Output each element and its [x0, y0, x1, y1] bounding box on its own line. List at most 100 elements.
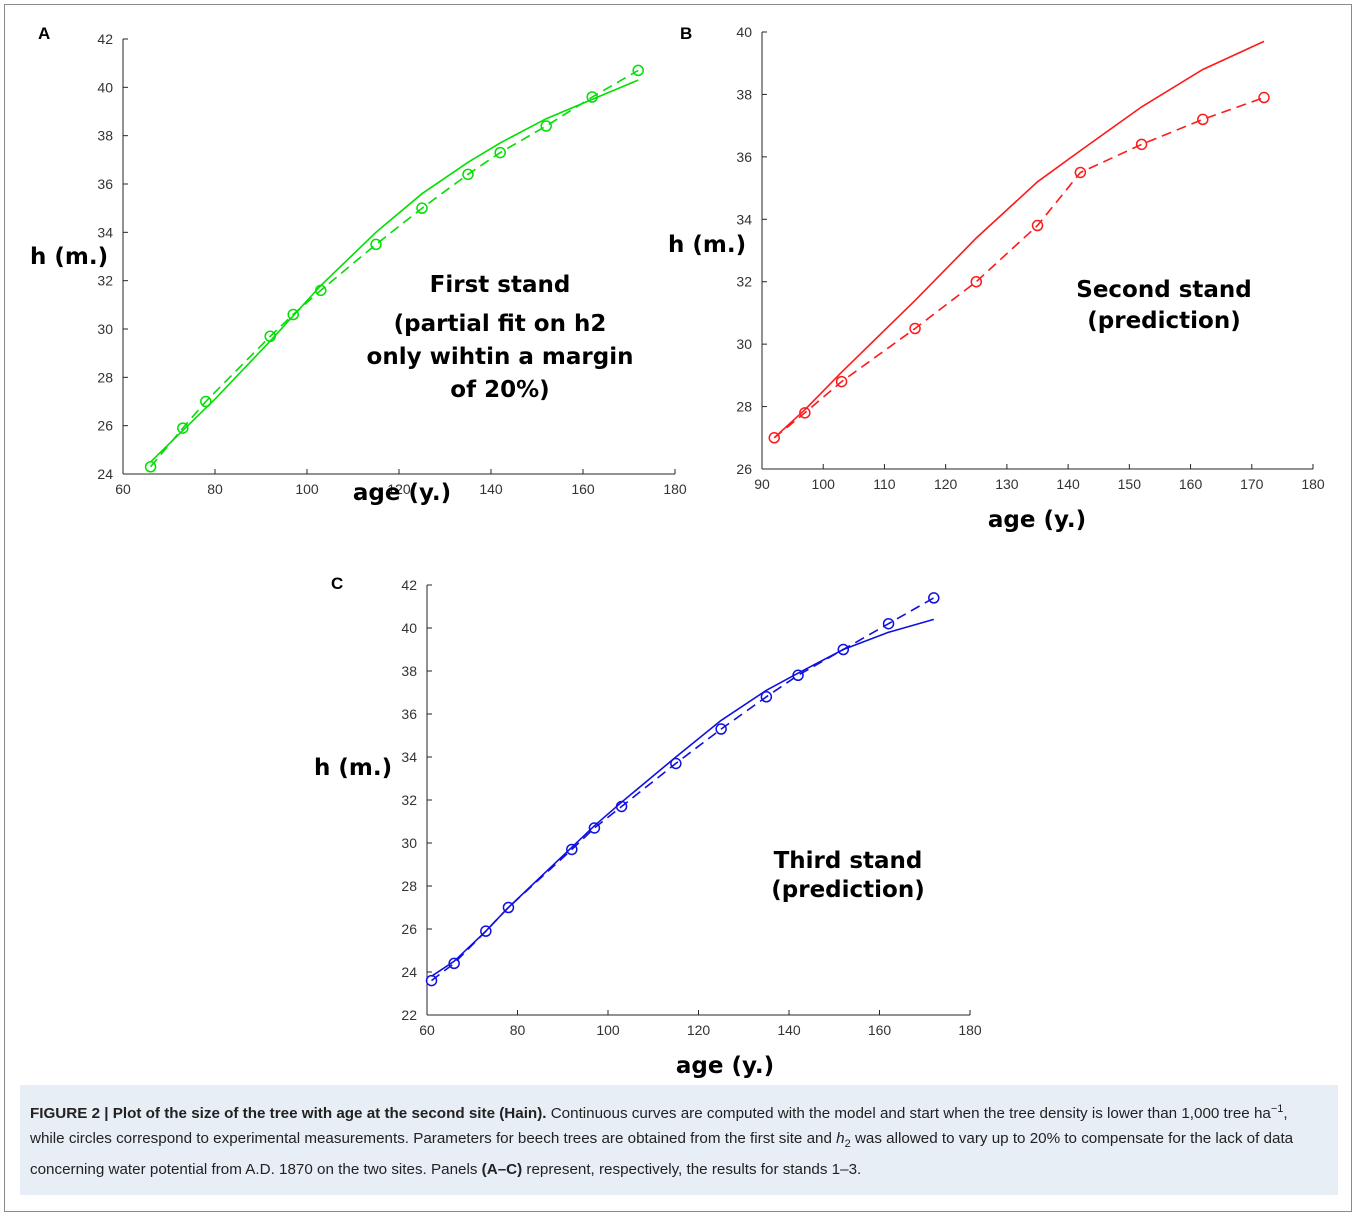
x-tick-label: 60 — [419, 1022, 435, 1038]
x-tick-label: 170 — [1240, 476, 1264, 492]
measured-dashed-line — [773, 96, 1265, 439]
x-tick-label: 180 — [958, 1022, 982, 1038]
y-tick-label: 40 — [97, 79, 113, 95]
y-tick-label: 40 — [736, 24, 752, 40]
y-axis-label: h (m.) — [668, 232, 746, 258]
x-tick-label: 150 — [1118, 476, 1142, 492]
data-point-marker — [264, 330, 276, 342]
chart-panel-a: 60 80 100 120 140 160 180 24 26 28 30 32 34 36 38 40 42 A… — [30, 24, 687, 506]
x-tick-label: 110 — [873, 476, 896, 492]
stand-annotation-line: (partial fit on h2 — [394, 311, 607, 337]
stand-annotation-line: (prediction) — [1087, 308, 1240, 334]
x-tick-label: 60 — [115, 481, 131, 497]
x-tick-label: 180 — [1301, 476, 1325, 492]
y-tick-label: 34 — [97, 224, 113, 240]
data-point-marker — [1258, 91, 1270, 104]
caption-text-3: was allowed to vary up to 20% to compens… — [30, 1130, 1294, 1179]
x-tick-label: 120 — [387, 481, 411, 497]
data-point-marker — [632, 64, 644, 77]
x-tick-label: 180 — [663, 481, 687, 497]
x-tick-label: 160 — [1179, 476, 1203, 492]
y-tick-label: 30 — [736, 336, 752, 352]
x-axis-label: age (y.) — [353, 480, 451, 506]
x-tick-label: 100 — [596, 1022, 620, 1038]
data-point-marker — [1074, 166, 1087, 179]
model-curve-line — [431, 618, 935, 977]
data-point-marker — [1197, 113, 1209, 126]
data-point-marker — [792, 669, 804, 682]
data-point-marker — [1135, 138, 1148, 151]
y-tick-label: 38 — [97, 128, 113, 144]
stand-annotation-line: only wihtin a margin — [367, 344, 634, 370]
y-tick-label: 34 — [736, 211, 752, 227]
stand-annotation-line: First stand — [430, 272, 571, 298]
data-point-marker — [462, 168, 474, 181]
y-tick-label: 42 — [97, 31, 113, 47]
y-tick-label: 26 — [401, 921, 417, 937]
measured-dashed-line — [431, 597, 935, 982]
data-point-marker — [494, 146, 506, 159]
caption-text-2: , while circles correspond to experiment… — [30, 1105, 1288, 1148]
data-point-marker — [970, 275, 983, 288]
caption-panels-ref: (A–C) — [481, 1161, 523, 1179]
data-point-marker — [799, 407, 811, 419]
y-tick-label: 38 — [401, 663, 417, 679]
x-tick-label: 160 — [571, 481, 595, 497]
data-point-marker — [416, 202, 428, 214]
y-tick-label: 36 — [401, 706, 417, 722]
x-tick-label: 80 — [510, 1022, 526, 1038]
y-tick-label: 32 — [736, 274, 752, 290]
data-point-marker — [882, 617, 895, 630]
data-point-marker — [835, 375, 848, 388]
data-point-marker — [480, 925, 492, 937]
y-axis-label: h (m.) — [314, 755, 392, 781]
caption-subscript: 2 — [844, 1138, 851, 1151]
panel-letter: A — [38, 24, 50, 43]
y-tick-label: 26 — [97, 418, 113, 434]
caption-text-1: Continuous curves are computed with the … — [546, 1105, 1271, 1123]
x-tick-label: 100 — [812, 476, 836, 492]
chart-panel-b: 90 100 110 120 130 140 150 160 170 180 26 28 30 32 34 3… — [668, 24, 1325, 533]
chart-panel-c: 60 80 100 120 140 160 180 22 24 26 28 30 32 34 36 38 40 4… — [314, 574, 982, 1079]
caption-text-4: represent, respectively, the results for… — [522, 1161, 862, 1179]
x-tick-label: 120 — [934, 476, 958, 492]
data-point-marker — [586, 91, 598, 103]
stand-annotation-line: Second stand — [1076, 277, 1252, 303]
data-point-marker — [837, 643, 850, 656]
x-tick-label: 90 — [754, 476, 770, 492]
data-point-marker — [200, 395, 212, 408]
y-tick-label: 30 — [97, 321, 113, 337]
model-curve-line — [150, 79, 639, 463]
model-curve-line — [773, 40, 1265, 439]
data-point-marker — [425, 974, 438, 987]
y-tick-label: 36 — [736, 149, 752, 165]
data-point-marker — [1031, 219, 1044, 232]
caption-label: FIGURE 2 | Plot of the size of the tree … — [30, 1105, 547, 1123]
figure-charts: 60 80 100 120 140 160 180 24 26 28 30 32 34 36 38 40 42 A… — [30, 24, 1325, 1079]
data-point-marker — [928, 592, 940, 604]
panel-letter: C — [331, 574, 343, 593]
stand-annotation-line: of 20%) — [450, 377, 549, 403]
stand-annotation-line: (prediction) — [771, 877, 924, 903]
stand-annotation-line: Third stand — [774, 848, 923, 874]
x-axis-label: age (y.) — [988, 507, 1086, 533]
data-point-marker — [448, 957, 460, 970]
y-tick-label: 38 — [736, 86, 752, 102]
y-tick-label: 28 — [97, 369, 113, 385]
y-tick-label: 24 — [401, 964, 417, 980]
data-point-marker — [315, 284, 327, 297]
data-point-marker — [615, 800, 628, 813]
x-tick-label: 80 — [207, 481, 223, 497]
data-point-marker — [540, 120, 552, 132]
x-tick-label: 140 — [777, 1022, 801, 1038]
caption-superscript: −1 — [1270, 1103, 1284, 1115]
panel-letter: B — [680, 24, 692, 43]
data-point-marker — [287, 308, 299, 321]
y-tick-label: 28 — [401, 878, 417, 894]
y-tick-label: 26 — [736, 461, 752, 477]
y-tick-label: 22 — [401, 1007, 417, 1023]
data-point-marker — [670, 757, 682, 770]
data-point-marker — [760, 691, 773, 703]
data-point-marker — [715, 723, 727, 735]
y-axis-label: h (m.) — [30, 244, 108, 270]
